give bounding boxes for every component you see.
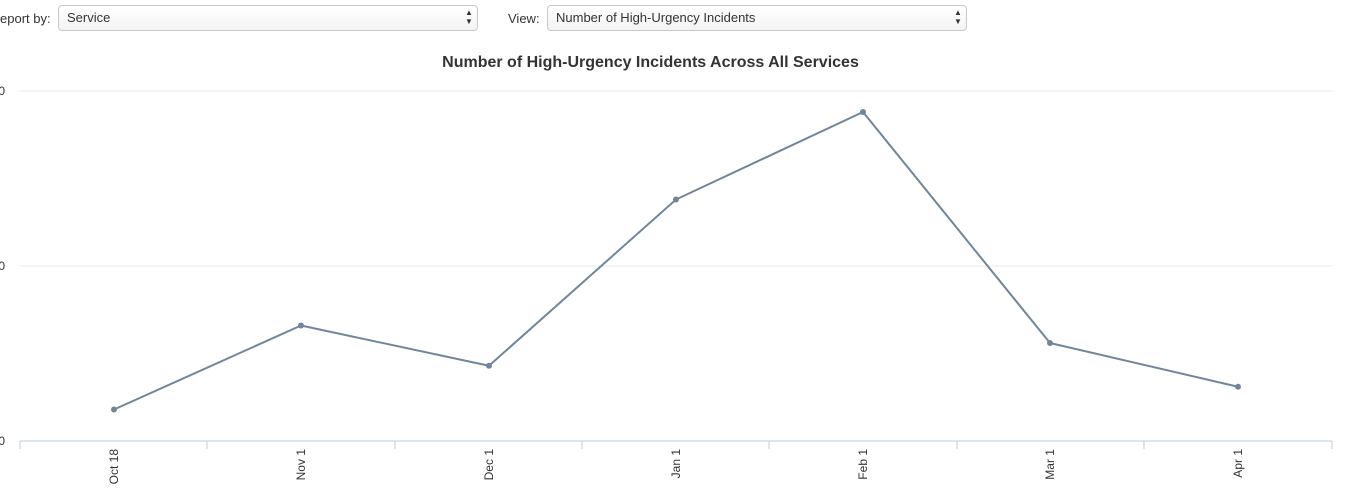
report-by-value: Service: [67, 10, 111, 25]
x-tick-label: Oct 18: [107, 449, 121, 485]
report-by-label: eport by:: [0, 11, 51, 26]
data-point: [673, 196, 679, 203]
select-arrows-icon: ▲ ▼: [954, 8, 962, 26]
y-tick-label: 0: [0, 84, 5, 98]
data-point: [111, 406, 117, 413]
x-tick-label: Apr 1: [1231, 449, 1245, 478]
x-tick-label: Jan 1: [669, 449, 683, 479]
x-tick-label: Feb 1: [856, 449, 870, 480]
data-point: [298, 322, 304, 329]
report-controls: eport by: Service ▲ ▼ View: Number of Hig…: [0, 0, 1351, 40]
data-point: [486, 362, 492, 369]
view-value: Number of High-Urgency Incidents: [556, 10, 756, 25]
y-tick-label: 0: [0, 434, 5, 448]
x-tick-label: Dec 1: [482, 449, 496, 481]
chart-title: Number of High-Urgency Incidents Across …: [442, 54, 859, 71]
data-point: [1235, 383, 1241, 390]
y-tick-label: 0: [0, 259, 5, 273]
series-line: [113, 111, 1239, 411]
report-by-select[interactable]: Service ▲ ▼: [58, 5, 478, 31]
select-arrows-icon: ▲ ▼: [465, 8, 473, 26]
x-tick-label: Nov 1: [294, 449, 308, 481]
x-tick-label: Mar 1: [1043, 449, 1057, 480]
view-label: View:: [508, 11, 540, 26]
view-select[interactable]: Number of High-Urgency Incidents ▲ ▼: [547, 5, 967, 31]
data-point: [1047, 340, 1053, 346]
data-point: [860, 109, 866, 115]
